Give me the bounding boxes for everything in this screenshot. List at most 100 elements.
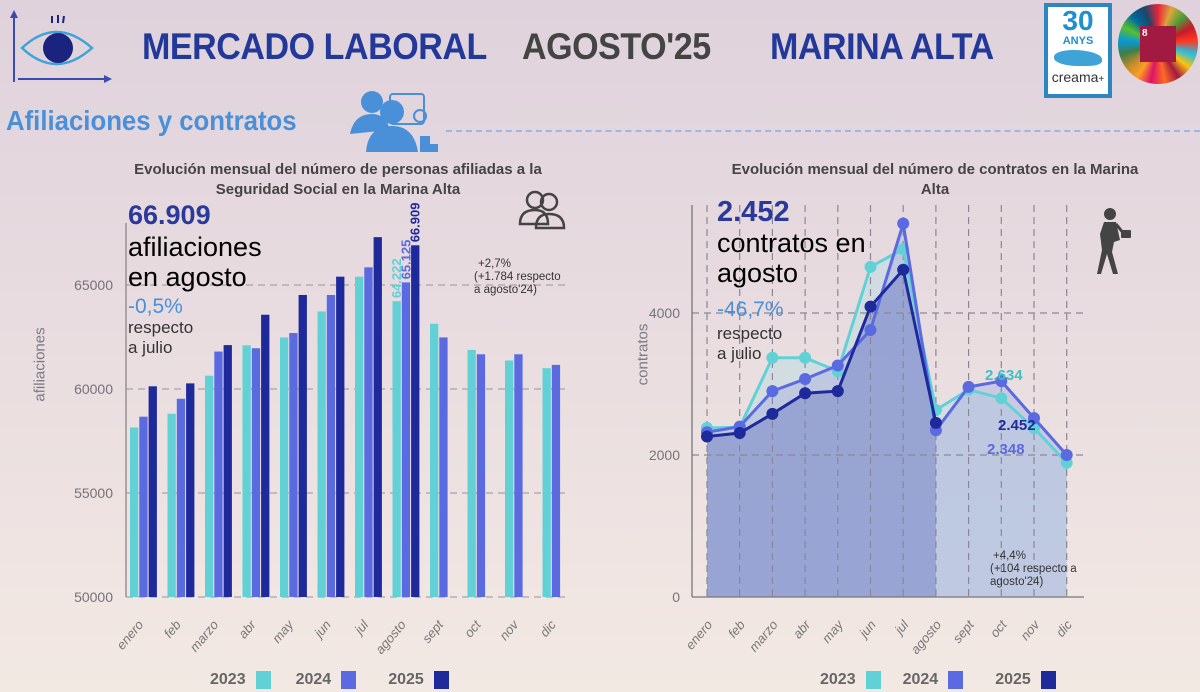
x-tick-label: oct — [461, 616, 485, 640]
afiliaciones-change-line2: a julio — [128, 338, 173, 357]
bar-2024-marzo — [214, 351, 223, 597]
people-briefcase-icon — [350, 86, 446, 156]
x-tick-label: jul — [890, 616, 912, 638]
point-2024 — [1028, 412, 1040, 425]
afiliaciones-note-line1: +2,7% — [478, 258, 511, 270]
bar-2024-agosto — [401, 282, 411, 597]
contratos-label-2024: 2.348 — [987, 441, 1025, 458]
x-tick-label: jun — [310, 617, 334, 641]
point-2025 — [799, 387, 812, 400]
point-2023 — [799, 351, 812, 364]
afiliaciones-note-line3: a agosto'24) — [474, 284, 537, 296]
x-tick-label: may — [269, 616, 297, 646]
bar-2025-abr — [261, 314, 270, 597]
x-tick-label: feb — [725, 617, 748, 640]
afiliaciones-change-text: respecto a julio — [128, 318, 193, 358]
bar-value-label: 64.222 — [389, 258, 404, 298]
bar-2023-dic — [542, 368, 551, 597]
title-mercado-laboral: MERCADO LABORAL — [142, 26, 487, 67]
contratos-yoy-note: +4,4% (+104 respecto a agosto'24) — [990, 550, 1077, 589]
bar-2025-jun — [336, 276, 345, 597]
bar-2023-marzo — [205, 375, 214, 597]
contratos-label-2023: 2.634 — [985, 367, 1023, 384]
afiliaciones-note-line2: (+1.784 respecto — [474, 271, 561, 283]
contratos-headline-line1: contratos en — [717, 228, 866, 258]
bar-2025-enero — [148, 386, 157, 597]
bar-2023-jun — [317, 311, 326, 597]
afiliaciones-title-line2: Seguridad Social en la Marina Alta — [215, 181, 461, 198]
x-tick-label: abr — [235, 617, 259, 642]
afiliaciones-yoy-note: +2,7% (+1.784 respecto a agosto'24) — [474, 258, 561, 297]
x-tick-label: marzo — [746, 617, 781, 654]
contratos-title-line1: Evolución mensual del número de contrato… — [731, 161, 1139, 178]
bar-2024-sept — [439, 337, 448, 597]
bar-2023-nov — [505, 360, 514, 597]
contratos-headline-value: 2.452 — [717, 196, 790, 228]
contratos-change-line1: respecto — [717, 324, 783, 343]
contratos-note-line3: agosto'24) — [990, 576, 1044, 588]
legend-label-2025: 2025 — [388, 671, 424, 688]
x-tick-label: oct — [987, 616, 1011, 640]
legend-swatch-2024 — [948, 671, 964, 689]
bar-2023-abr — [242, 345, 251, 597]
contratos-legend: 2023 2024 2025 — [820, 671, 1056, 689]
contratos-note-line2: (+104 respecto a — [990, 563, 1077, 575]
afiliaciones-change-line1: respecto — [128, 318, 194, 337]
point-2024 — [995, 375, 1008, 388]
y-tick-label: 55000 — [74, 485, 113, 501]
y-tick-label: 2000 — [649, 447, 680, 463]
contratos-title-line2: Alta — [920, 181, 950, 198]
bar-2025-feb — [186, 383, 195, 597]
point-2024 — [831, 359, 844, 372]
point-2023 — [864, 260, 877, 273]
afiliaciones-title-line1: Evolución mensual del número de personas… — [134, 161, 542, 178]
bar-value-label: 66.909 — [408, 203, 423, 243]
contratos-headline-line2: agosto — [717, 258, 799, 288]
legend-label-2023: 2023 — [210, 671, 246, 688]
bar-2025-jul — [373, 237, 382, 597]
walking-worker-icon — [1094, 208, 1134, 278]
bar-2023-feb — [167, 413, 176, 597]
x-tick-label: agosto — [908, 617, 945, 657]
point-2024 — [1060, 449, 1073, 461]
bar-2024-jun — [326, 294, 336, 597]
y-tick-label: 4000 — [649, 305, 680, 321]
bar-2024-dic — [551, 364, 561, 597]
title-month: AGOSTO'25 — [522, 26, 711, 67]
afiliaciones-chart-title: Evolución mensual del número de personas… — [100, 160, 576, 200]
afiliaciones-headline-line2: en agosto — [128, 262, 247, 292]
legend-swatch-2025 — [433, 671, 449, 689]
contratos-note-line1: +4,4% — [993, 550, 1026, 562]
eye-logo-icon — [8, 8, 112, 86]
bar-2024-jul — [364, 267, 373, 597]
point-2023 — [1028, 422, 1040, 435]
point-2023 — [995, 392, 1008, 405]
point-2024 — [766, 385, 779, 398]
y-tick-label: 60000 — [74, 381, 113, 397]
section-title: Afiliaciones y contratos — [6, 105, 297, 136]
point-2025 — [864, 300, 877, 313]
x-tick-label: sept — [419, 616, 447, 646]
contratos-change-pct: -46,7% — [717, 298, 784, 321]
point-2024 — [864, 324, 877, 337]
title-region: MARINA ALTA — [770, 26, 994, 67]
legend-label-2025: 2025 — [995, 671, 1031, 688]
bar-2023-enero — [130, 427, 139, 597]
point-2023 — [766, 351, 779, 364]
afiliaciones-legend: 2023 2024 2025 — [210, 671, 449, 689]
bar-2024-oct — [476, 354, 486, 597]
x-tick-label: dic — [537, 617, 559, 640]
section-divider — [446, 130, 1200, 132]
point-2025 — [929, 416, 942, 429]
point-2025 — [766, 407, 779, 420]
bar-2025-may — [298, 294, 307, 597]
point-2024 — [962, 380, 975, 393]
bar-2024-feb — [176, 398, 186, 597]
legend-label-2024: 2024 — [902, 671, 939, 688]
y-tick-label: 50000 — [74, 589, 113, 605]
bar-2023-jul — [355, 276, 364, 597]
legend-swatch-2023 — [255, 671, 271, 689]
x-tick-label: agosto — [372, 617, 409, 657]
